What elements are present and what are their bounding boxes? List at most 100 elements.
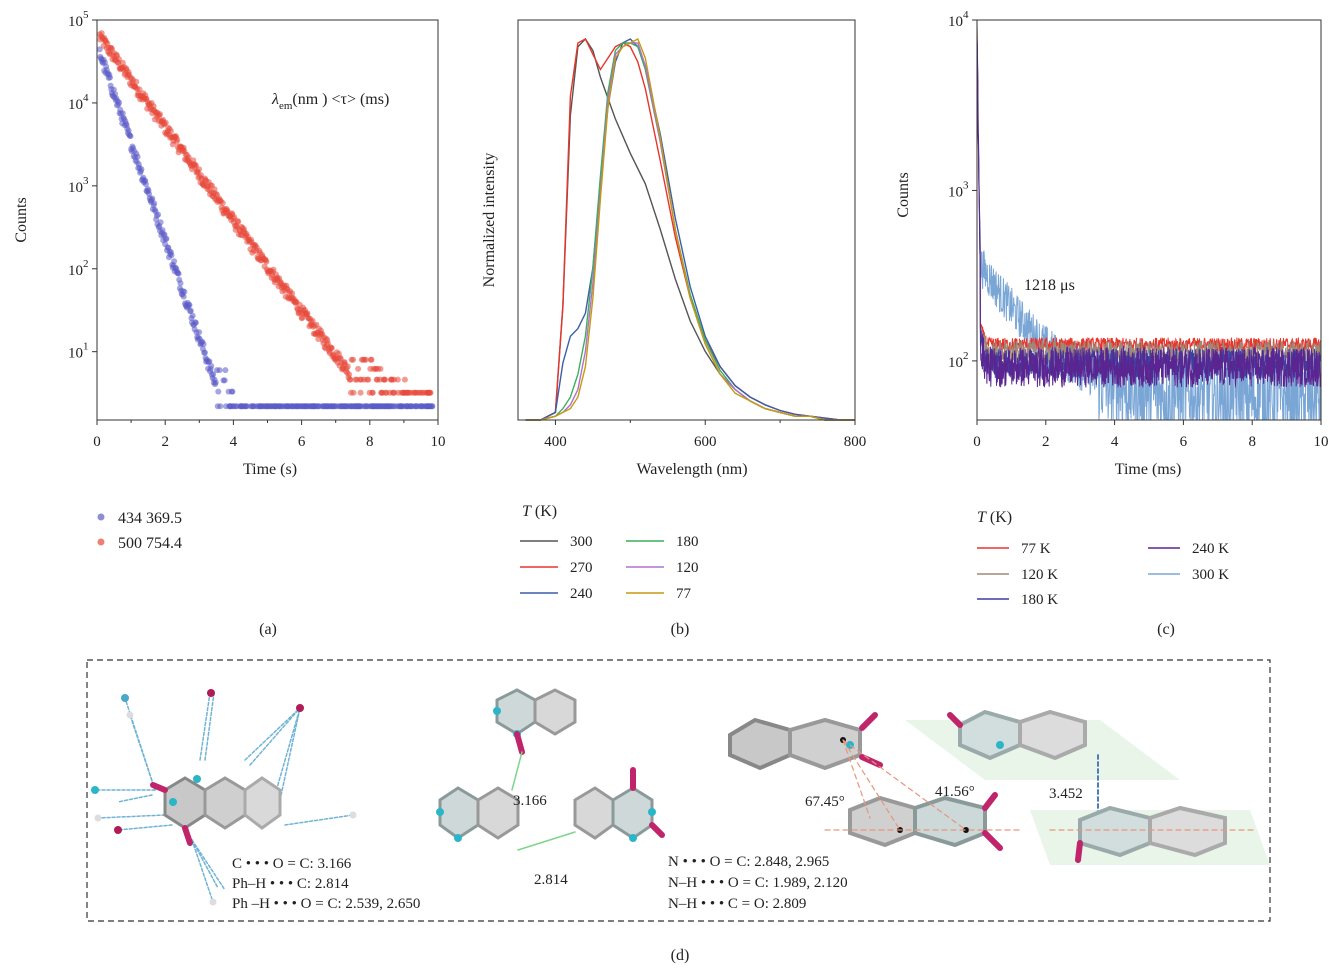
legend-title-unit: (K): [535, 503, 557, 520]
data-point: [401, 376, 408, 383]
x-tick-label: 4: [1111, 434, 1119, 450]
data-point: [368, 356, 375, 363]
legend-title-var: T: [977, 509, 987, 526]
note-mid-3: N–H • • • C = O: 2.809: [668, 896, 806, 912]
data-point: [151, 200, 158, 207]
panel-c-caption: (c): [1157, 621, 1175, 638]
legend-label-180-K: 180 K: [1021, 592, 1058, 608]
data-point: [216, 367, 223, 374]
note-left-3: Ph –H • • • O = C: 2.539, 2.650: [232, 896, 420, 912]
data-point: [328, 344, 335, 351]
legend-label-300: 300: [570, 534, 593, 550]
data-point: [138, 166, 145, 173]
panel-b-legend-title: T (K): [522, 503, 557, 520]
data-point: [134, 153, 141, 160]
legend-label-434: 434 369.5: [118, 510, 182, 527]
data-point: [163, 235, 170, 242]
legend-label-300-K: 300 K: [1192, 567, 1229, 583]
data-point: [221, 377, 228, 384]
x-tick-label: 10: [431, 434, 446, 450]
data-point: [355, 365, 362, 372]
series-line-120-K: [976, 24, 1322, 366]
data-point: [133, 78, 140, 85]
legend-title-unit: (K): [990, 509, 1012, 526]
data-point: [136, 86, 143, 93]
panel-b-data: [525, 37, 855, 421]
data-point: [177, 280, 184, 287]
data-point: [189, 312, 196, 319]
data-point: [215, 388, 222, 395]
x-tick-label: 2: [161, 434, 169, 450]
panel-c-data: [976, 20, 1322, 421]
data-point: [98, 30, 105, 37]
panel-b-xlabel: Wavelength (nm): [636, 461, 747, 478]
y-tick-exponent: 4: [963, 9, 969, 21]
data-point: [149, 195, 156, 202]
y-tick-exponent: 3: [963, 179, 969, 191]
series-line-240-K: [976, 40, 1322, 388]
panel-b-frame: [517, 19, 856, 421]
data-point: [168, 252, 175, 259]
legend-label-77: 77: [676, 586, 692, 602]
legend-marker-434: [97, 513, 105, 521]
series-line-77: [525, 38, 855, 421]
molecule-pair-contacts: 3.166 2.814: [436, 688, 665, 888]
lambda-subscript: em: [279, 100, 293, 112]
panel-a-ylabel: Counts: [13, 197, 30, 242]
legend-label-180: 180: [676, 534, 699, 550]
data-point: [222, 367, 229, 374]
y-tick-exponent: 5: [83, 9, 89, 21]
y-tick-label: 10: [68, 346, 83, 362]
data-point: [362, 356, 369, 363]
data-point: [344, 363, 351, 370]
notes-left: C • • • O = C: 3.166 Ph–H • • • C: 2.814…: [232, 856, 420, 912]
data-point: [394, 376, 401, 383]
panel-c-legend-title: T (K): [977, 509, 1012, 526]
panel-d: 3.166 2.814: [86, 659, 1271, 964]
x-tick-label: 2: [1042, 434, 1050, 450]
data-point: [212, 379, 219, 386]
y-tick-label: 10: [68, 97, 83, 113]
legend-marker-500: [97, 538, 105, 546]
panel-a-caption: (a): [259, 621, 277, 638]
panel-b-legend: 300 270 240 180 120 77: [520, 534, 699, 602]
series-line-270: [525, 38, 855, 421]
molecule-stacking: 67.45° 41.56° 3.452: [728, 709, 1270, 865]
x-tick-label: 600: [694, 434, 717, 450]
data-point: [96, 46, 103, 53]
panel-a-annotation: λem(nm ) <τ> (ms): [271, 91, 389, 112]
data-point: [116, 99, 122, 106]
x-tick-label: 6: [1180, 434, 1188, 450]
dist-label-2814: 2.814: [534, 872, 568, 888]
data-point: [427, 389, 434, 396]
note-left-1: C • • • O = C: 3.166: [232, 856, 352, 872]
data-point: [365, 376, 372, 383]
y-tick-label: 10: [68, 14, 83, 30]
panel-b-axes: 400 600 800: [544, 420, 866, 450]
data-point: [107, 74, 113, 81]
note-mid-2: N–H • • • O = C: 1.989, 2.120: [668, 875, 848, 891]
dist-label-3166: 3.166: [513, 793, 547, 809]
panel-b-ylabel: Normalized intensity: [481, 153, 498, 288]
data-point: [350, 356, 356, 363]
data-point: [377, 365, 384, 372]
panel-a-legend: 434 369.5 500 754.4: [97, 510, 182, 552]
data-point: [181, 288, 188, 295]
angle-label-2: 41.56°: [935, 784, 975, 800]
data-point: [167, 128, 174, 135]
x-tick-label: 8: [366, 434, 374, 450]
data-point: [270, 266, 277, 273]
data-point: [155, 211, 162, 218]
data-point: [142, 181, 149, 188]
dist-label-3452: 3.452: [1049, 786, 1083, 802]
note-left-2: Ph–H • • • C: 2.814: [232, 876, 349, 892]
note-mid-1: N • • • O = C: 2.848, 2.965: [668, 854, 829, 870]
panel-c-ylabel: Counts: [895, 172, 912, 217]
notes-mid: N • • • O = C: 2.848, 2.965 N–H • • • O …: [668, 854, 848, 912]
annotation-rest: (nm ) <τ> (ms): [292, 91, 389, 108]
legend-title-var: T: [522, 503, 532, 520]
angle-label-1: 67.45°: [805, 794, 845, 810]
data-point: [116, 56, 122, 63]
